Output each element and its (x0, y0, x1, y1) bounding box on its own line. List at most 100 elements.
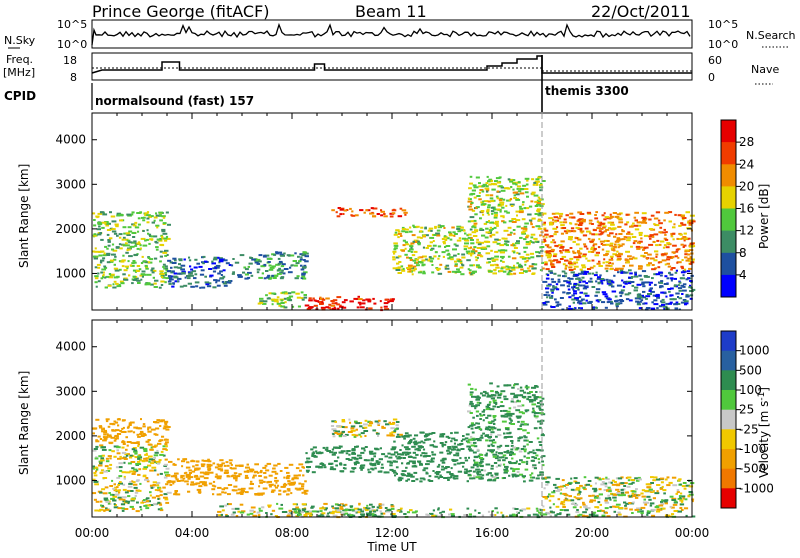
data-pixel (430, 247, 435, 250)
data-pixel (467, 448, 472, 451)
data-pixel (582, 511, 587, 514)
data-pixel (664, 233, 667, 236)
data-pixel (332, 299, 338, 302)
data-pixel (174, 491, 178, 494)
data-pixel (523, 391, 526, 394)
data-pixel (254, 493, 259, 496)
data-pixel (468, 269, 472, 272)
data-pixel (339, 462, 343, 465)
data-pixel (92, 492, 97, 495)
data-pixel (514, 448, 519, 451)
data-pixel (475, 410, 480, 413)
data-pixel (122, 483, 126, 486)
data-pixel (365, 459, 370, 462)
data-pixel (201, 465, 205, 468)
data-pixel (524, 207, 530, 210)
data-pixel (639, 300, 642, 303)
data-pixel (158, 286, 162, 289)
data-pixel (214, 266, 217, 269)
data-pixel (476, 471, 480, 474)
data-pixel (594, 294, 598, 297)
data-pixel (485, 194, 490, 197)
data-pixel (430, 257, 435, 260)
data-pixel (605, 297, 611, 300)
velocity-colorbar-tick-label: -25 (739, 422, 759, 436)
data-pixel (172, 257, 177, 260)
data-pixel (661, 285, 664, 288)
data-pixel (281, 269, 284, 272)
data-pixel (474, 407, 477, 410)
data-pixel (375, 460, 379, 463)
data-pixel (615, 305, 619, 308)
data-pixel (582, 253, 587, 256)
data-pixel (680, 509, 684, 511)
data-pixel (531, 386, 535, 389)
data-pixel (291, 478, 295, 481)
data-pixel (105, 460, 110, 463)
data-pixel (473, 219, 477, 222)
data-pixel (673, 303, 678, 306)
data-pixel (128, 424, 132, 426)
data-pixel (526, 234, 530, 237)
data-pixel (494, 507, 498, 510)
freq-unit-label: [MHz] (3, 66, 35, 79)
data-pixel (299, 258, 303, 261)
data-pixel (552, 239, 555, 242)
data-pixel (186, 461, 190, 464)
data-pixel (675, 301, 679, 304)
data-pixel (654, 223, 658, 226)
data-pixel (511, 475, 515, 478)
data-pixel (401, 230, 406, 233)
data-pixel (681, 218, 685, 221)
data-pixel (288, 482, 292, 485)
data-pixel (539, 189, 543, 192)
data-pixel (562, 506, 566, 508)
data-pixel (614, 506, 620, 508)
data-pixel (142, 244, 148, 247)
data-pixel (361, 447, 366, 450)
data-pixel (578, 513, 583, 516)
data-pixel (118, 243, 122, 246)
data-pixel (301, 254, 307, 256)
data-pixel (258, 485, 261, 488)
data-pixel (653, 233, 659, 236)
data-pixel (510, 467, 513, 470)
data-pixel (389, 434, 395, 437)
data-pixel (173, 272, 178, 275)
data-pixel (561, 270, 566, 273)
data-pixel (516, 399, 519, 402)
data-pixel (366, 507, 371, 510)
data-pixel (173, 259, 177, 262)
data-pixel (137, 223, 141, 226)
data-pixel (487, 403, 491, 406)
data-pixel (641, 296, 646, 299)
data-pixel (93, 466, 98, 469)
data-pixel (287, 480, 291, 483)
data-pixel (377, 424, 380, 426)
data-pixel (219, 277, 225, 280)
data-pixel (332, 468, 337, 471)
data-pixel (468, 208, 474, 211)
data-pixel (656, 508, 662, 511)
data-pixel (477, 254, 482, 257)
data-pixel (549, 235, 554, 238)
data-pixel (490, 264, 495, 267)
data-pixel (537, 214, 543, 217)
data-pixel (438, 255, 441, 258)
data-pixel (688, 249, 694, 252)
data-pixel (351, 210, 354, 213)
data-pixel (544, 476, 548, 479)
data-pixel (657, 261, 661, 264)
data-pixel (531, 267, 537, 270)
data-pixel (204, 281, 210, 284)
data-pixel (535, 454, 539, 457)
data-pixel (535, 391, 538, 393)
data-pixel (102, 439, 107, 442)
data-pixel (417, 242, 421, 245)
data-pixel (481, 234, 486, 237)
data-pixel (489, 428, 491, 431)
data-pixel (612, 245, 617, 248)
data-pixel (383, 420, 387, 423)
data-pixel (485, 231, 491, 234)
